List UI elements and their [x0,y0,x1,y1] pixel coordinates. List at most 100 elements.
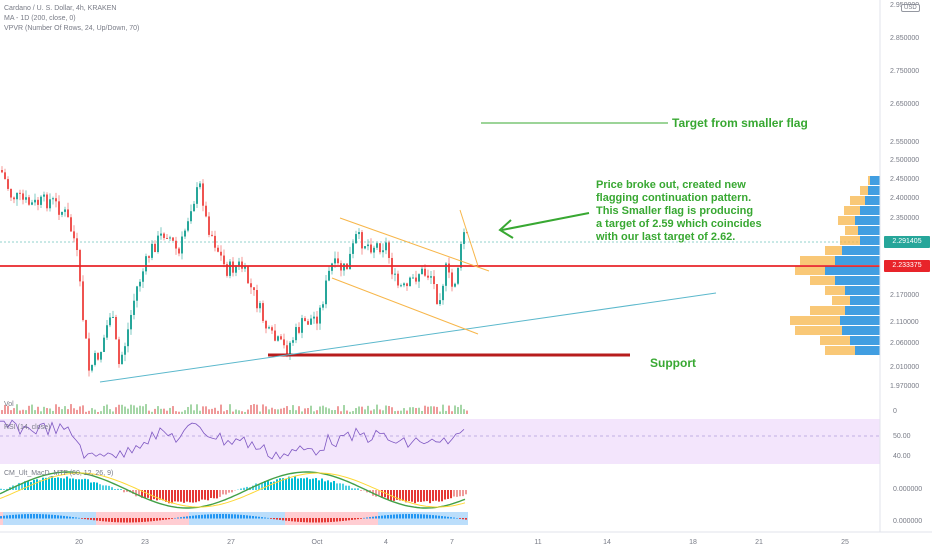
volume-pane-label: Vol [4,401,14,408]
mtf-histogram-bar [441,516,443,519]
macd-histogram-bar [348,485,350,490]
rsi-line [0,419,465,460]
candle-body [430,276,432,278]
macd-histogram-bar [366,490,368,493]
macd-histogram-bar [135,490,137,497]
target-annotation[interactable]: Target from smaller flag [672,116,808,130]
candle-body [55,198,57,202]
ascending-trendline[interactable] [99,292,717,383]
macd-histogram-bar [423,490,425,502]
volume-bar [46,408,48,414]
volume-bar [343,405,345,414]
mtf-histogram-bar [252,515,254,519]
rsi-tick-label: 50.00 [893,433,911,440]
macd-histogram-bar [0,488,2,490]
macd-histogram-bar [96,482,98,490]
macd-histogram-bar [63,478,65,490]
volume-bar [247,409,249,414]
macd-histogram-bar [459,490,461,497]
currency-label[interactable]: USD [901,4,920,12]
mtf-histogram-bar [174,517,176,519]
mtf-histogram-bar [123,518,125,523]
candle-body [379,243,381,253]
macd-histogram-bar [180,490,182,502]
price-tick-label: 2.400000 [890,195,919,202]
time-tick-label: 14 [603,539,611,546]
volume-bar [106,404,108,414]
mtf-histogram-bar [432,515,434,519]
volume-bar [76,409,78,414]
macd-histogram-bar [342,483,344,490]
flag-lower-line[interactable] [331,277,479,335]
support-annotation[interactable]: Support [650,356,696,370]
vpvr-row-up [842,326,880,335]
macd-histogram-bar [120,489,122,490]
candle-body [253,287,255,291]
macd-histogram-bar [156,490,158,501]
volume-bar [220,404,222,414]
ma-legend[interactable]: MA - 1D (200, close, 0) [4,15,76,22]
volume-bar [217,410,219,414]
mtf-histogram-bar [162,518,164,520]
candle-body [187,221,189,231]
flag-upper-line[interactable] [339,217,490,272]
vpvr-legend[interactable]: VPVR (Number Of Rows, 24, Up/Down, 70) [4,25,140,32]
candle-body [160,233,162,236]
volume-bar [364,409,366,414]
vpvr-row-up [860,206,880,215]
time-axis[interactable]: 20 23 27 Oct 4 7 11 14 18 21 25 [75,539,849,546]
price-axis[interactable]: 2.9500002.8500002.7500002.6500002.550000… [890,2,919,390]
mtf-histogram-bar [306,518,308,523]
mtf-histogram-bar [303,518,305,523]
candle-body [193,203,195,212]
candle-body [157,235,159,253]
symbol-title[interactable]: Cardano / U. S. Dollar, 4h, KRAKEN [4,5,117,12]
candle-body [148,256,150,258]
mtf-histogram-bar [225,514,227,519]
mtf-histogram-bar [201,514,203,519]
mtf-histogram-bar [54,515,56,519]
volume-bar [424,405,426,414]
candle-body [328,270,330,281]
mtf-histogram-bar [393,514,395,519]
mtf-histogram-bar [153,518,155,522]
volume-bar [205,406,207,414]
candle-body [238,261,240,267]
mtf-histogram-bar [354,518,356,520]
candle-body [337,258,339,264]
volume-bar [109,409,111,414]
volume-bar [244,411,246,414]
mtf-histogram-bar [276,518,278,520]
mtf-histogram-bar [444,516,446,519]
mtf-histogram-bar [465,518,467,520]
candle-body [1,170,3,173]
mtf-histogram-bar [324,518,326,523]
mtf-histogram-bar [192,515,194,519]
volume-bar [157,406,159,414]
volume-bar [145,404,147,414]
mtf-histogram-bar [180,517,182,519]
price-tick-label: 2.850000 [890,35,919,42]
macd-histogram-bar [192,490,194,503]
volume-bar [337,406,339,414]
arrow-shaft[interactable] [501,212,590,231]
candle-body [331,263,333,271]
small-flag-line[interactable] [459,209,479,267]
volume-bar [22,409,24,414]
breakout-note[interactable]: Price broke out, created new flagging co… [596,179,762,244]
volume-bar [169,407,171,414]
volume-bar [139,405,141,414]
candle-body [376,243,378,248]
vpvr-row-up [845,306,880,315]
macd-histogram-bar [408,490,410,502]
macd-histogram-bar [435,490,437,501]
volume-bar [121,404,123,414]
macd-histogram-bar [45,477,47,490]
volume-bar [409,407,411,414]
volume-tick-label: 0 [893,408,897,415]
price-tick-label: 2.650000 [890,101,919,108]
volume-bar [94,409,96,414]
volume-bar [274,409,276,414]
candle-body [37,199,39,205]
